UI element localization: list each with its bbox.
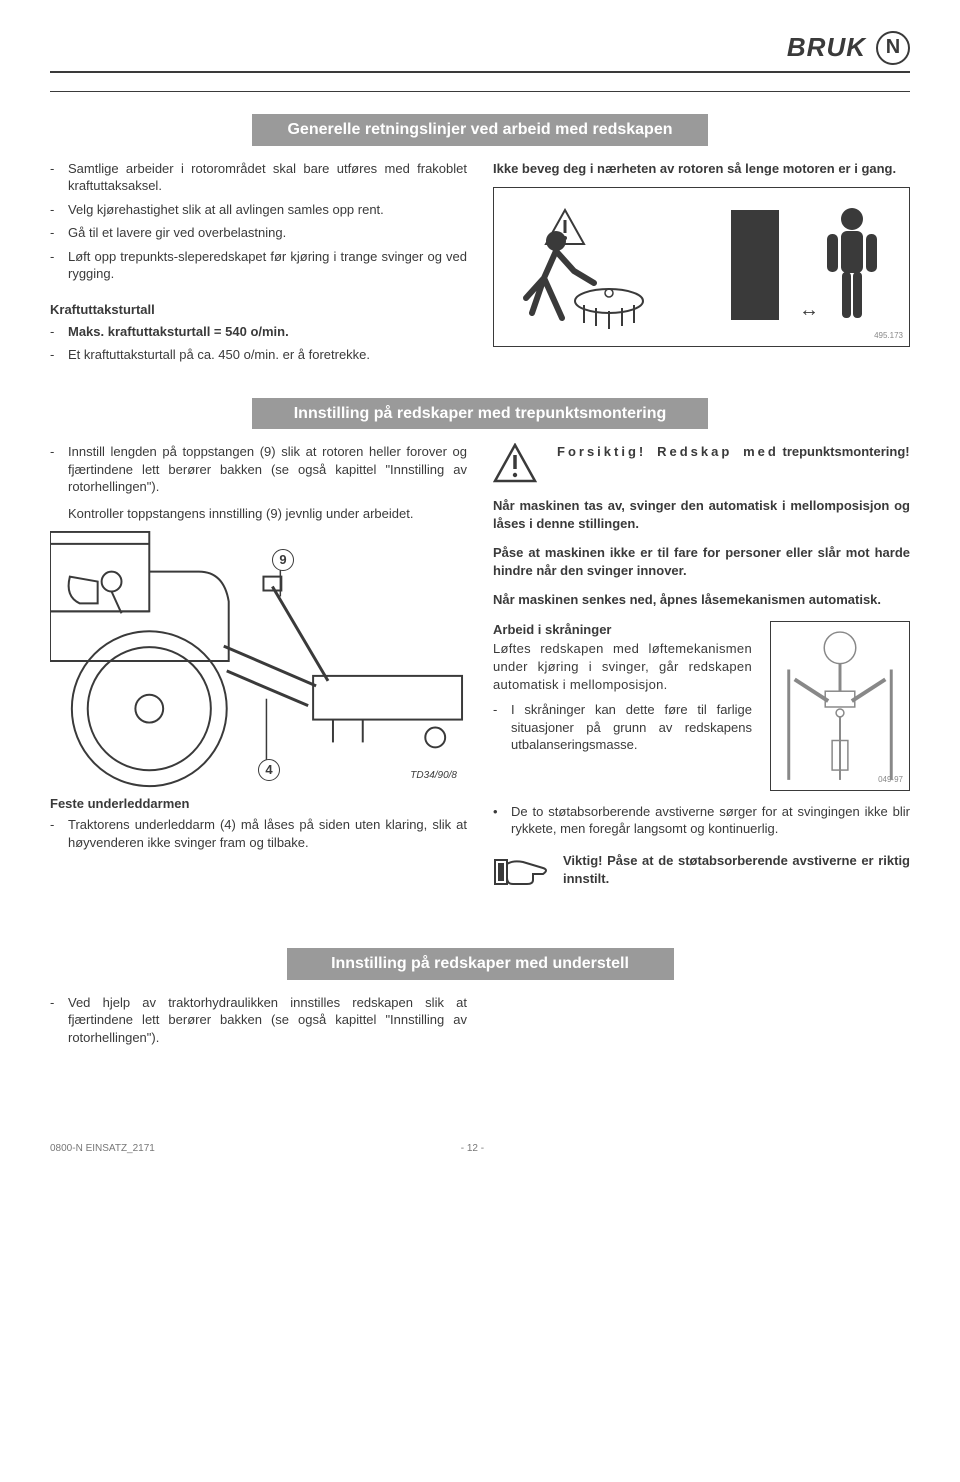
footer-left: 0800-N EINSATZ_2171: [50, 1142, 155, 1156]
footer-pagenum: - 12 -: [155, 1142, 790, 1156]
warning-text-1: Forsiktig! Redskap med trepunktsmonterin…: [557, 443, 910, 461]
slope-bullet: -I skråninger kan dette føre til farlige…: [493, 701, 752, 754]
feste-heading: Feste underleddarmen: [50, 795, 467, 813]
slope-row: Arbeid i skråninger Løftes redskapen med…: [493, 621, 910, 791]
page-footer: 0800-N EINSATZ_2171 - 12 -: [50, 1142, 910, 1156]
feste-bullet: -Traktorens underleddarm (4) må låses på…: [50, 816, 467, 851]
s1-bullet-3: -Gå til et lavere gir ved overbelastning…: [50, 224, 467, 242]
tractor-figure: 9 4 TD34/90/8: [50, 531, 467, 791]
slope-intro: Løftes redskapen med løftemekanismen und…: [493, 640, 752, 693]
double-arrow-icon: ↔: [799, 297, 819, 324]
callout-4: 4: [258, 759, 280, 781]
falling-person-icon: [514, 223, 654, 333]
hand-note: Viktig! Påse at de støtabsorberende avst…: [493, 852, 910, 892]
kraftuttak-heading: Kraftuttaksturtall: [50, 301, 467, 319]
section3-columns: -Ved hjelp av traktorhydraulikken innsti…: [50, 994, 910, 1053]
header-title: BRUK: [787, 30, 866, 65]
damper-diagram-icon: [771, 622, 909, 790]
header-rule-thin: [50, 91, 910, 92]
pointing-hand-icon: [493, 852, 549, 892]
warning-text-4: Når maskinen senkes ned, åpnes låsemekan…: [493, 591, 910, 609]
header-rule-thick: [50, 71, 910, 73]
s3-bullet: -Ved hjelp av traktorhydraulikken innsti…: [50, 994, 467, 1047]
tractor-figure-ref: TD34/90/8: [410, 769, 457, 783]
callout-9: 9: [272, 549, 294, 571]
slope-heading: Arbeid i skråninger: [493, 621, 752, 639]
safety-figure: ↔ 495.173: [493, 187, 910, 347]
section2-bar: Innstilling på redskaper med trepunktsmo…: [252, 398, 708, 430]
tractor-diagram-icon: [50, 531, 467, 791]
s2-left-bullet: - Innstill lengden på toppstangen (9) sl…: [50, 443, 467, 523]
page-header: BRUK N: [50, 30, 910, 65]
barrier-block-icon: [731, 210, 779, 320]
section3-left: -Ved hjelp av traktorhydraulikken innsti…: [50, 994, 467, 1053]
safety-figure-ref: 495.173: [874, 331, 903, 342]
kraftuttak-b1: -Maks. kraftuttaksturtall = 540 o/min.: [50, 323, 467, 341]
section1-columns: -Samtlige arbeider i rotorområdet skal b…: [50, 160, 910, 370]
s1-bullet-4: -Løft opp trepunkts-sleperedskapet før k…: [50, 248, 467, 283]
s1-bullet-1: -Samtlige arbeider i rotorområdet skal b…: [50, 160, 467, 195]
kraftuttak-b2: -Et kraftuttaksturtall på ca. 450 o/min.…: [50, 346, 467, 364]
standing-person-icon: [823, 206, 881, 326]
warning-text-2: Når maskinen tas av, svinger den automat…: [493, 497, 910, 532]
warning-block: Forsiktig! Redskap med trepunktsmonterin…: [493, 443, 910, 483]
section3-bar: Innstilling på redskaper med understell: [287, 948, 674, 980]
section2-columns: - Innstill lengden på toppstangen (9) sl…: [50, 443, 910, 892]
hand-note-text: Viktig! Påse at de støtabsorberende avst…: [563, 852, 910, 887]
section2-right: Forsiktig! Redskap med trepunktsmonterin…: [493, 443, 910, 892]
section2-left: - Innstill lengden på toppstangen (9) sl…: [50, 443, 467, 892]
warning-text-3: Påse at maskinen ikke er til fare for pe…: [493, 544, 910, 579]
warning-triangle-icon: [493, 443, 537, 483]
slope-figure: 049-97: [770, 621, 910, 791]
slope-figure-ref: 049-97: [878, 775, 903, 786]
section1-right: Ikke beveg deg i nærheten av rotoren så …: [493, 160, 910, 370]
s1-bullet-2: -Velg kjørehastighet slik at all avlinge…: [50, 201, 467, 219]
section1-left: -Samtlige arbeider i rotorområdet skal b…: [50, 160, 467, 370]
section1-bar: Generelle retningslinjer ved arbeid med …: [252, 114, 708, 146]
dot-bullet: •De to støtabsorberende avstiverne sørge…: [493, 803, 910, 838]
section3-right: [493, 994, 910, 1053]
s1-right-bold: Ikke beveg deg i nærheten av rotoren så …: [493, 160, 910, 178]
slope-text: Arbeid i skråninger Løftes redskapen med…: [493, 621, 752, 791]
header-badge: N: [876, 31, 910, 65]
